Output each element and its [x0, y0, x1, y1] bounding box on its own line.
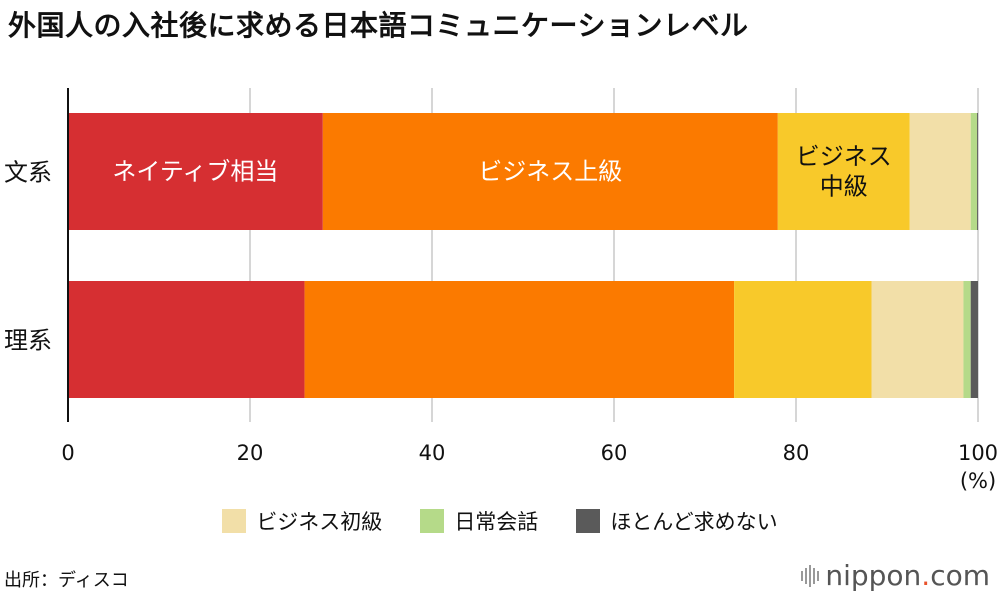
logo-dot: .	[921, 559, 931, 592]
category-label: 理系	[4, 327, 52, 355]
legend-label-none: ほとんど求めない	[610, 510, 778, 534]
bar-segment	[963, 281, 971, 398]
bar-segment	[734, 281, 872, 398]
bar-segment	[970, 113, 978, 230]
x-tick-label: 40	[419, 441, 446, 465]
chart-title: 外国人の入社後に求める日本語コミュニケーションレベル	[8, 9, 749, 42]
legend-swatch-biz-basic	[222, 509, 247, 533]
bar-segment	[777, 113, 910, 230]
source-note: 出所：ディスコ	[4, 570, 129, 591]
bar-segment	[322, 113, 778, 230]
segment-label: ビジネス	[796, 143, 892, 171]
nippon-logo: nippon.com	[801, 559, 990, 592]
segment-label: ビジネス上級	[478, 158, 622, 186]
bar-segment	[871, 281, 964, 398]
bar-segment	[68, 113, 323, 230]
x-tick-label: 80	[783, 441, 810, 465]
segment-label: ネイティブ相当	[112, 158, 278, 186]
bar-segment	[970, 281, 978, 398]
logo-bars-icon	[801, 564, 820, 587]
legend-label-biz-basic: ビジネス初級	[256, 510, 383, 534]
legend-item-daily: 日常会話	[420, 506, 538, 536]
logo-suffix: com	[930, 559, 990, 592]
legend-label-daily: 日常会話	[454, 510, 539, 534]
bar-segment	[909, 113, 971, 230]
x-tick-label: 60	[601, 441, 628, 465]
bar-segment	[68, 281, 305, 398]
legend-swatch-daily	[420, 509, 445, 533]
legend: ビジネス初級 日常会話 ほとんど求めない	[0, 506, 1000, 536]
legend-item-none: ほとんど求めない	[576, 506, 778, 536]
logo-main: nippon	[825, 559, 922, 592]
legend-item-biz-basic: ビジネス初級	[222, 506, 382, 536]
category-label: 文系	[4, 159, 52, 187]
bar-segment	[304, 281, 735, 398]
x-tick-label: 0	[61, 441, 74, 465]
legend-swatch-none	[576, 509, 601, 533]
x-tick-label: 20	[237, 441, 264, 465]
bar-segment	[977, 113, 978, 230]
x-tick-label: 100	[958, 441, 998, 465]
x-unit-label: (%)	[960, 469, 996, 493]
segment-label: 中級	[820, 173, 868, 201]
